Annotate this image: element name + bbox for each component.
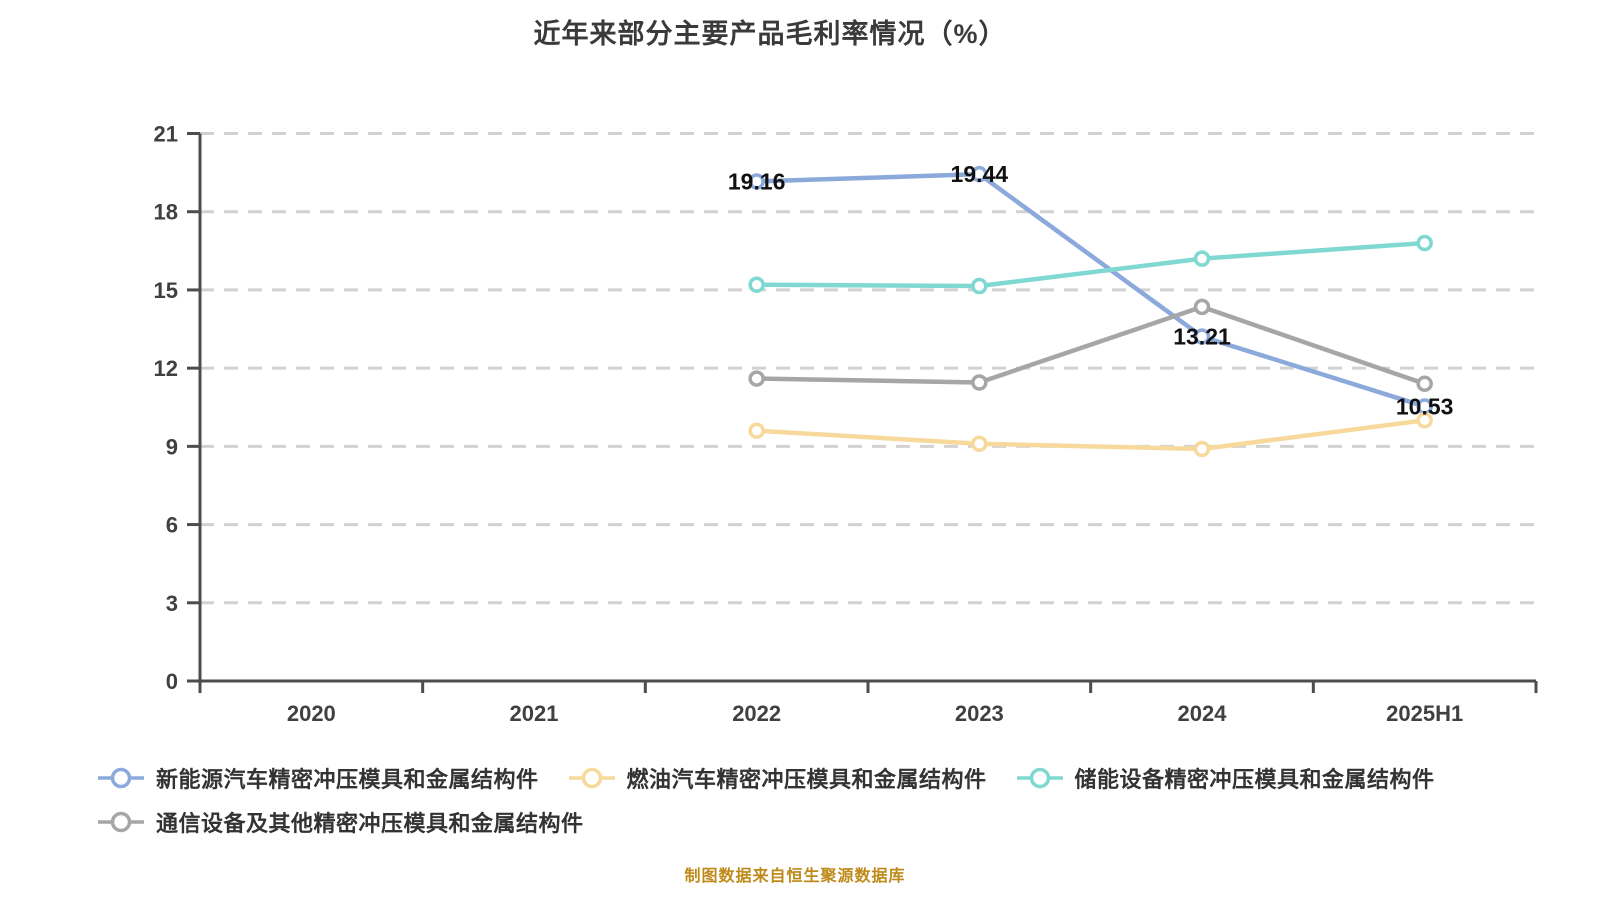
y-tick-label-6: 6 bbox=[166, 513, 178, 538]
y-tick-label-15: 15 bbox=[154, 278, 178, 303]
y-tick-label-3: 3 bbox=[166, 591, 178, 616]
x-tick-label-2022: 2022 bbox=[732, 701, 781, 726]
legend-item-label: 通信设备及其他精密冲压模具和金属结构件 bbox=[156, 811, 584, 836]
data-point-s3-3 bbox=[1416, 375, 1433, 393]
series-line-1 bbox=[754, 418, 1427, 452]
data-point-s2-3 bbox=[1416, 234, 1433, 252]
x-tick-label-2023: 2023 bbox=[955, 701, 1004, 726]
legend-item-label: 燃油汽车精密冲压模具和金属结构件 bbox=[626, 767, 987, 792]
data-point-label: 13.21 bbox=[1173, 324, 1231, 350]
data-point-s2-2 bbox=[1193, 250, 1211, 267]
series-line-0 bbox=[754, 171, 1427, 409]
data-point-s3-2 bbox=[1193, 298, 1211, 316]
data-point-s1-0 bbox=[748, 422, 765, 439]
x-tick-label-2024: 2024 bbox=[1178, 701, 1228, 726]
legend-line-marker-icon bbox=[568, 767, 615, 789]
legend-line-marker-icon bbox=[98, 767, 144, 789]
y-tick-label-18: 18 bbox=[154, 200, 178, 225]
y-tick-label-0: 0 bbox=[166, 669, 178, 694]
legend-line-marker-icon bbox=[98, 811, 144, 833]
y-tick-label-21: 21 bbox=[154, 122, 178, 147]
legend-row-2: 通信设备及其他精密冲压模具和金属结构件 bbox=[98, 806, 584, 838]
legend-item-1[interactable]: 燃油汽车精密冲压模具和金属结构件 bbox=[568, 762, 987, 794]
line-chart: 0 3 6 9 12 15 18 21 2020 2021 2022 2023 2024 2025H1 19… bbox=[154, 122, 1538, 726]
legend-row-1: 新能源汽车精密冲压模具和金属结构件 燃油汽车精密冲压模具和金属结构件 储能设备精密冲… bbox=[98, 762, 1435, 794]
data-source-note: 制图数据来自恒生聚源数据库 bbox=[684, 868, 906, 885]
legend-item-label: 储能设备精密冲压模具和金属结构件 bbox=[1074, 767, 1435, 792]
data-point-label: 19.44 bbox=[951, 161, 1009, 187]
y-tick-label-12: 12 bbox=[154, 356, 178, 381]
x-tick-label-2021: 2021 bbox=[510, 701, 559, 726]
x-tick-label-2020: 2020 bbox=[287, 701, 336, 726]
data-point-s2-1 bbox=[971, 277, 988, 295]
legend-item-0[interactable]: 新能源汽车精密冲压模具和金属结构件 bbox=[98, 762, 539, 794]
series-line-2 bbox=[754, 240, 1427, 289]
x-tick-label-2025H1: 2025H1 bbox=[1386, 701, 1463, 726]
data-point-s3-0 bbox=[748, 370, 765, 387]
series-line-3 bbox=[754, 304, 1427, 387]
data-point-s3-1 bbox=[971, 374, 988, 391]
legend-line-marker-icon bbox=[1016, 767, 1063, 789]
data-point-s1-3 bbox=[1416, 412, 1433, 429]
chart-title: 近年来部分主要产品毛利率情况（%） bbox=[533, 19, 1007, 49]
data-point-s0-1 bbox=[971, 165, 988, 183]
data-point-label: 10.53 bbox=[1396, 393, 1454, 419]
legend-item-label: 新能源汽车精密冲压模具和金属结构件 bbox=[156, 767, 539, 792]
y-tick-label-9: 9 bbox=[166, 434, 178, 459]
data-point-s0-2 bbox=[1193, 328, 1211, 345]
data-point-label: 19.16 bbox=[728, 168, 786, 194]
data-point-s1-1 bbox=[971, 435, 988, 452]
data-point-s2-0 bbox=[748, 276, 765, 293]
legend-item-3[interactable]: 通信设备及其他精密冲压模具和金属结构件 bbox=[98, 806, 584, 838]
data-point-s0-0 bbox=[748, 173, 765, 190]
data-point-s1-2 bbox=[1193, 440, 1211, 458]
legend-item-2[interactable]: 储能设备精密冲压模具和金属结构件 bbox=[1016, 762, 1435, 794]
